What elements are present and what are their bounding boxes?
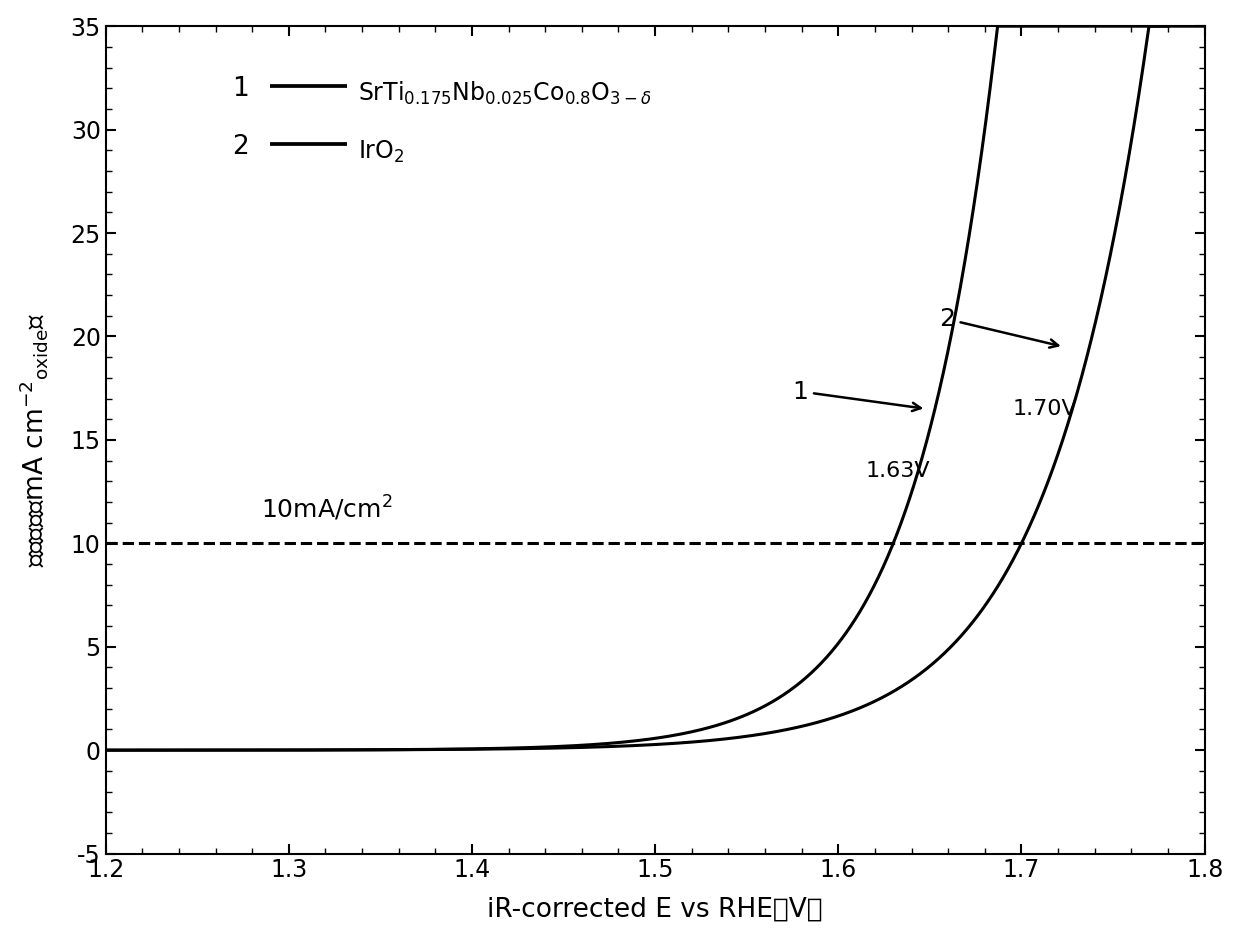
- Text: 1.63V: 1.63V: [866, 461, 930, 481]
- X-axis label: iR-corrected E vs RHE（V）: iR-corrected E vs RHE（V）: [487, 897, 823, 922]
- Text: 2: 2: [232, 134, 249, 161]
- Text: 1: 1: [232, 76, 249, 102]
- Y-axis label: 电流密度（mA cm$^{-2}$$_{\mathregular{oxide}}$）: 电流密度（mA cm$^{-2}$$_{\mathregular{oxide}}…: [16, 313, 50, 567]
- Text: 2: 2: [939, 307, 1058, 347]
- Text: IrO$_2$: IrO$_2$: [358, 139, 404, 164]
- Text: SrTi$_{0.175}$Nb$_{0.025}$Co$_{0.8}$O$_{3-\delta}$: SrTi$_{0.175}$Nb$_{0.025}$Co$_{0.8}$O$_{…: [358, 80, 652, 107]
- Text: 1: 1: [792, 379, 921, 411]
- Text: 10mA/cm$^2$: 10mA/cm$^2$: [262, 494, 393, 523]
- Text: 1.70V: 1.70V: [1012, 399, 1078, 419]
